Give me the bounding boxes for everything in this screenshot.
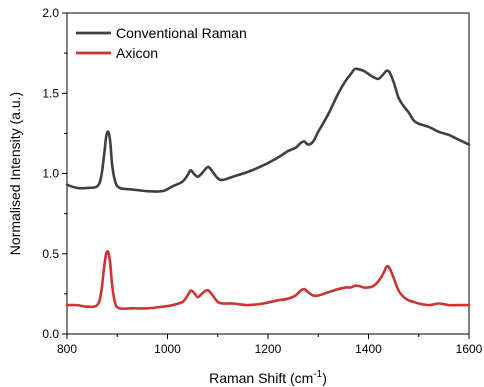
axes-frame [66, 12, 470, 335]
legend-label-axicon: Axicon [116, 45, 158, 61]
x-tick-label: 800 [57, 342, 77, 356]
x-axis-title-superscript: -1 [313, 369, 322, 380]
plot-frame [66, 12, 470, 335]
x-axis-title-text: Raman Shift (cm [209, 370, 313, 386]
series-layer [65, 67, 471, 310]
x-tick-label: 1400 [355, 342, 382, 356]
series-line-conventional-raman [65, 67, 471, 193]
y-tick-label: 0.5 [42, 247, 59, 261]
y-tick-label: 0.0 [42, 327, 59, 341]
x-axis-title-close: ) [322, 370, 327, 386]
y-axis-title: Normalised Intensity (a.u.) [7, 92, 23, 255]
x-tick-label: 1000 [154, 342, 181, 356]
series-line-axicon [65, 250, 471, 310]
x-axis-title: Raman Shift (cm-1) [209, 369, 327, 386]
ticks-layer: 800 1000 1200 1400 1600 0.0 0.5 1.0 1.5 2.0 [42, 6, 482, 356]
x-tick-label: 1200 [255, 342, 282, 356]
y-tick-label: 1.0 [42, 167, 59, 181]
x-tick-label: 1600 [456, 342, 483, 356]
legend-label-conventional-raman: Conventional Raman [116, 25, 247, 41]
y-tick-label: 1.5 [42, 86, 59, 100]
y-tick-label: 2.0 [42, 6, 59, 20]
legend: Conventional Raman Axicon [76, 25, 247, 61]
